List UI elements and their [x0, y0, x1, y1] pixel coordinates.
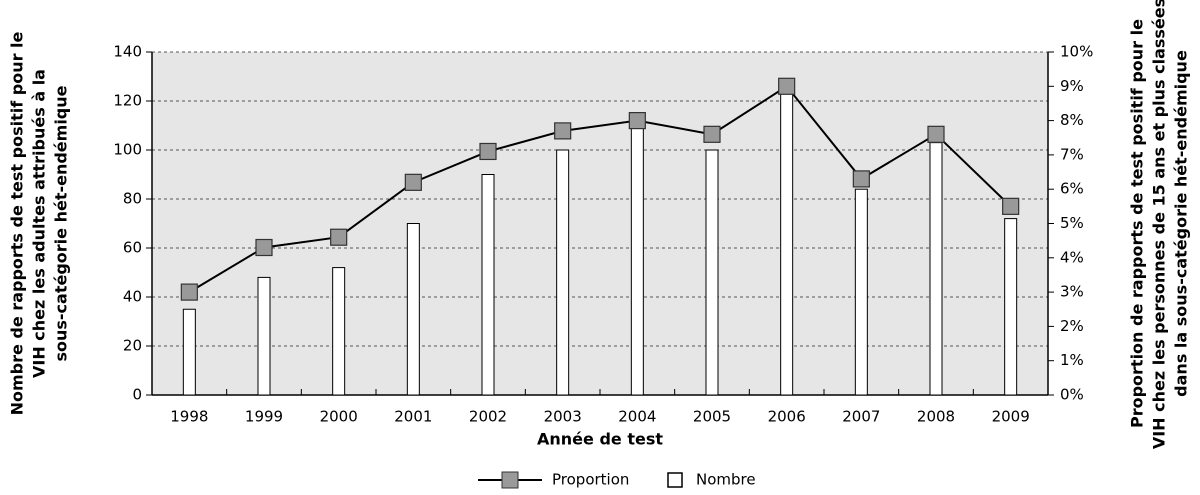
bar: [630, 120, 644, 396]
x-axis-title: Année de test: [537, 430, 663, 449]
y2-tick-label: 5%: [1060, 214, 1084, 232]
x-tick-label: 2007: [842, 408, 880, 426]
legend-label: Nombre: [696, 471, 756, 489]
x-tick-label: 2000: [320, 408, 358, 426]
y2-axis-title-line: VIH chez les personnes de 15 ans et plus…: [1150, 0, 1169, 449]
line-marker: [180, 283, 198, 301]
y-tick-label: 60: [123, 239, 142, 257]
y-axis-title-line: VIH chez les adultes attribués à la: [30, 69, 49, 378]
y2-axis-title-line: Proportion de rapports de test positif p…: [1128, 19, 1147, 428]
x-tick-label: 2005: [693, 408, 731, 426]
line-marker: [330, 228, 348, 246]
bar: [854, 188, 868, 396]
x-tick-label: 1998: [170, 408, 208, 426]
y-tick-label: 40: [123, 288, 142, 306]
y2-axis-title: Proportion de rapports de test positif p…: [1128, 0, 1191, 449]
y-tick-label: 100: [113, 141, 142, 159]
line-marker: [703, 125, 721, 143]
y2-tick-label: 2%: [1060, 317, 1084, 335]
y2-tick-label: 6%: [1060, 180, 1084, 198]
bar: [929, 142, 943, 396]
bar: [556, 149, 570, 396]
x-tick-label: 2006: [768, 408, 806, 426]
y2-tick-label: 9%: [1060, 77, 1084, 95]
x-tick-label: 1999: [245, 408, 283, 426]
bar: [705, 149, 719, 396]
bar: [780, 88, 794, 396]
y2-tick-label: 1%: [1060, 351, 1084, 369]
bar: [481, 174, 495, 396]
x-tick-label: 2003: [544, 408, 582, 426]
y-tick-label: 120: [113, 92, 142, 110]
y2-tick-label: 0%: [1060, 386, 1084, 404]
bar: [257, 276, 271, 396]
legend-swatch: [667, 472, 683, 488]
bar: [406, 223, 420, 396]
legend-marker: [501, 471, 519, 489]
y2-tick-label: 10%: [1060, 43, 1093, 61]
y2-axis-title-line: dans la sous-catégorie hét-endémique: [1172, 50, 1191, 397]
line-marker: [255, 238, 273, 257]
x-tick-label: 2002: [469, 408, 507, 426]
y2-tick-label: 4%: [1060, 248, 1084, 266]
line-marker: [404, 173, 422, 191]
line-marker: [554, 122, 572, 140]
y2-tick-label: 3%: [1060, 283, 1084, 301]
y-tick-label: 0: [132, 386, 142, 404]
x-tick-label: 2008: [917, 408, 955, 426]
x-tick-label: 2001: [394, 408, 432, 426]
y2-tick-label: 7%: [1060, 145, 1084, 163]
y-tick-label: 140: [113, 43, 142, 61]
line-marker: [927, 125, 945, 143]
line: [188, 84, 1012, 293]
line-marker: [852, 170, 870, 188]
bar: [182, 308, 196, 396]
bar: [1004, 218, 1018, 396]
legend-label: Proportion: [552, 471, 629, 489]
plot-area: [152, 52, 1048, 395]
y-axis-title: Nombre de rapports de test positif pour …: [8, 31, 71, 415]
x-tick-label: 2009: [992, 408, 1030, 426]
line-marker: [1002, 197, 1020, 215]
line-marker: [778, 77, 796, 95]
y-tick-label: 80: [123, 190, 142, 208]
y2-tick-label: 8%: [1060, 111, 1084, 129]
y-tick-label: 20: [123, 337, 142, 355]
line-marker: [628, 111, 646, 130]
y-axis-title-line: sous-catégorie hét-endémique: [52, 85, 71, 361]
y-axis-title-line: Nombre de rapports de test positif pour …: [8, 31, 27, 415]
x-tick-label: 2004: [618, 408, 656, 426]
bar: [332, 267, 346, 396]
line-marker: [479, 142, 497, 161]
